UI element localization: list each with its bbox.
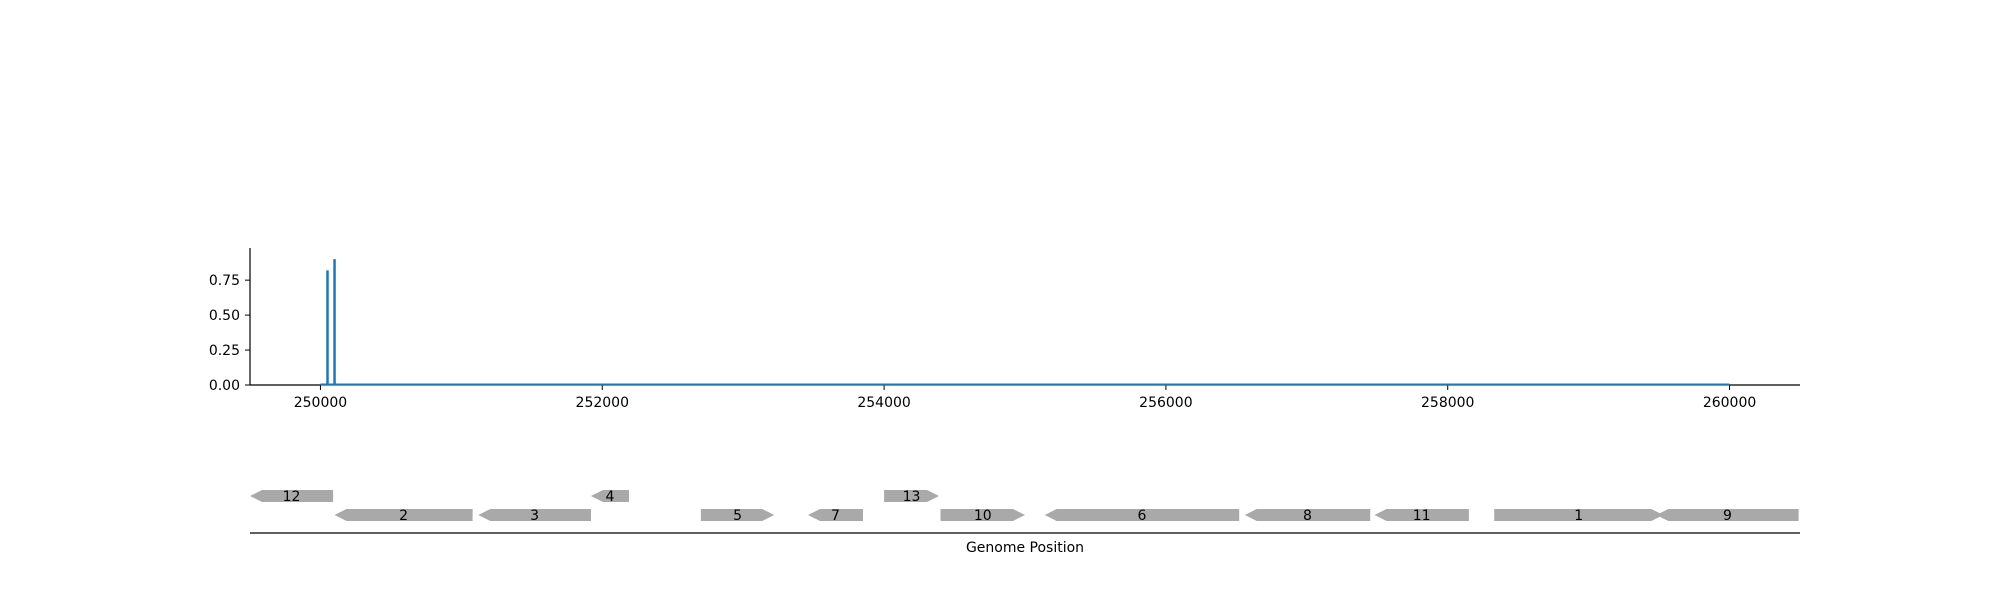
y-tick-label: 0.00: [209, 378, 240, 394]
x-tick-label: 250000: [294, 395, 347, 411]
gene-arrow: [1044, 509, 1240, 521]
gene-arrow: [940, 509, 1025, 521]
x-tick-label: 254000: [857, 395, 910, 411]
gene-label: 5: [733, 508, 742, 524]
x-tick-label: 252000: [576, 395, 629, 411]
gene-label: 4: [606, 489, 615, 505]
gene-arrow: [1244, 509, 1371, 521]
gene-arrow: [700, 509, 775, 521]
x-tick-label: 258000: [1421, 395, 1474, 411]
gene-label: 10: [974, 508, 992, 524]
gene-label: 9: [1723, 508, 1732, 524]
gene-label: 6: [1137, 508, 1146, 524]
x-tick-label: 260000: [1703, 395, 1756, 411]
gene-label: 11: [1413, 508, 1431, 524]
x-tick-label: 256000: [1139, 395, 1192, 411]
signal-axes: 0.00 0.25 0.50 0.75 250000 252000 254000 256000…: [209, 248, 1800, 411]
gene-label: 7: [831, 508, 840, 524]
gene-arrow: [1494, 509, 1664, 521]
gene-track-xlabel: Genome Position: [966, 540, 1084, 556]
gene-label: 12: [283, 489, 301, 505]
gene-arrow: [1374, 509, 1469, 521]
gene-label: 13: [903, 489, 921, 505]
y-tick-label: 0.25: [209, 343, 240, 359]
y-tick-label: 0.75: [209, 273, 240, 289]
gene-label: 8: [1303, 508, 1312, 524]
gene-arrow: [884, 490, 939, 502]
signal-marks: [320, 259, 1730, 386]
gene-label: 1: [1574, 508, 1583, 524]
gene-arrow: [250, 490, 334, 502]
gene-arrow: [1656, 509, 1799, 521]
gene-label: 3: [530, 508, 539, 524]
gene-arrow: [591, 490, 629, 502]
y-tick-label: 0.50: [209, 308, 240, 324]
gene-arrow: [478, 509, 591, 521]
gene-arrow: [334, 509, 473, 521]
gene-arrow: [808, 509, 863, 521]
gene-label: 2: [399, 508, 408, 524]
